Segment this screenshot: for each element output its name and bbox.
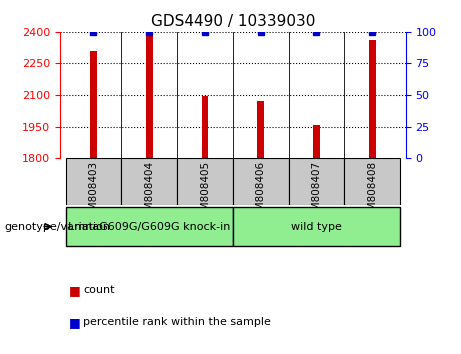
FancyBboxPatch shape — [233, 207, 400, 246]
Text: GSM808407: GSM808407 — [312, 161, 321, 224]
Text: LmnaG609G/G609G knock-in: LmnaG609G/G609G knock-in — [68, 222, 230, 232]
Bar — [313, 125, 320, 158]
Bar — [146, 34, 153, 158]
FancyBboxPatch shape — [177, 158, 233, 205]
FancyBboxPatch shape — [344, 158, 400, 205]
Text: percentile rank within the sample: percentile rank within the sample — [83, 317, 271, 327]
Title: GDS4490 / 10339030: GDS4490 / 10339030 — [151, 14, 315, 29]
Bar — [201, 96, 208, 158]
FancyBboxPatch shape — [65, 207, 233, 246]
Text: genotype/variation: genotype/variation — [5, 222, 111, 232]
FancyBboxPatch shape — [65, 158, 121, 205]
Text: ■: ■ — [69, 284, 81, 297]
Text: GSM808406: GSM808406 — [256, 161, 266, 224]
Text: GSM808405: GSM808405 — [200, 161, 210, 224]
Text: GSM808408: GSM808408 — [367, 161, 377, 224]
FancyBboxPatch shape — [121, 158, 177, 205]
Text: ■: ■ — [69, 316, 81, 329]
Text: GSM808404: GSM808404 — [144, 161, 154, 224]
Bar — [257, 102, 264, 158]
FancyBboxPatch shape — [289, 158, 344, 205]
Bar — [369, 40, 376, 158]
Text: wild type: wild type — [291, 222, 342, 232]
Text: count: count — [83, 285, 114, 295]
Text: GSM808403: GSM808403 — [89, 161, 98, 224]
FancyBboxPatch shape — [233, 158, 289, 205]
Bar — [90, 51, 97, 158]
